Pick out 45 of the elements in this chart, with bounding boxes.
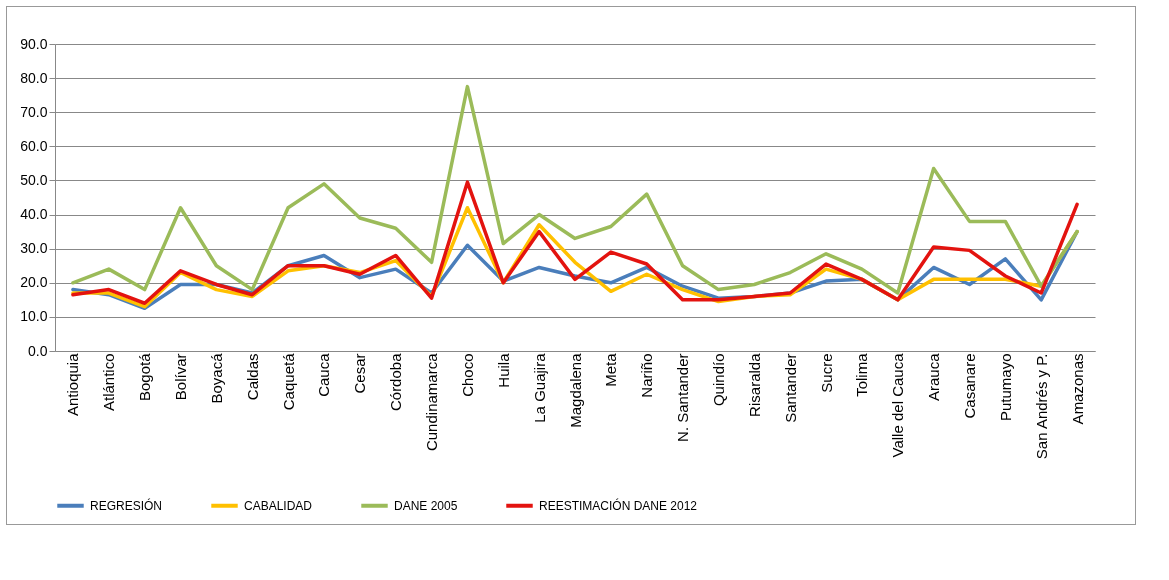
x-tick-label: Sucre: [817, 353, 835, 393]
x-tick-label: Amazonas: [1068, 353, 1086, 425]
x-tick-label: Risaralda: [745, 352, 763, 417]
x-tick-label: Cauca: [315, 352, 333, 397]
x-tick-label: Casanare: [960, 353, 978, 419]
x-tick-label: Meta: [602, 352, 620, 387]
y-tick-label: 30.0: [20, 240, 48, 257]
x-tick-label: Arauca: [925, 352, 943, 402]
x-tick-label: Atlántico: [100, 353, 118, 412]
legend-label: DANE 2005: [394, 498, 458, 513]
y-tick-label: 90.0: [20, 35, 48, 52]
legend-label: REESTIMACIÓN DANE 2012: [539, 497, 698, 513]
x-tick-label: Choco: [458, 353, 476, 397]
x-tick-label: Nariño: [638, 353, 656, 398]
x-tick-label: Huila: [494, 352, 512, 388]
x-tick-label: Antioquia: [64, 352, 82, 417]
legend-label: CABALIDAD: [244, 498, 313, 513]
x-tick-label: Bogotá: [136, 352, 154, 402]
y-tick-label: 10.0: [20, 308, 48, 325]
x-tick-label: San Andrés y P.: [1032, 353, 1050, 460]
y-tick-label: 50.0: [20, 171, 48, 188]
line-series: [71, 84, 1079, 295]
x-tick-label: N. Santander: [674, 353, 692, 442]
y-tick-label: 20.0: [20, 274, 48, 291]
x-tick-label: Caquetá: [279, 352, 297, 411]
line-series: [71, 180, 1079, 305]
x-tick-label: Valle del Cauca: [889, 352, 907, 458]
x-tick-label: Santander: [781, 353, 799, 423]
legend-label: REGRESIÓN: [90, 497, 163, 513]
x-tick-label: Boyacá: [207, 352, 225, 404]
y-tick-label: 40.0: [20, 206, 48, 223]
x-tick-label: Putumayo: [996, 353, 1014, 422]
x-tick-label: Cesar: [351, 353, 369, 394]
x-tick-label: Bolívar: [172, 353, 190, 401]
x-tick-label: Córdoba: [387, 352, 405, 412]
x-tick-label: La Guajira: [530, 352, 548, 423]
x-tick-label: Magdalena: [566, 352, 584, 428]
y-tick-label: 0.0: [28, 342, 48, 359]
y-tick-label: 80.0: [20, 69, 48, 86]
x-tick-label: Caldas: [243, 353, 261, 401]
x-tick-label: Quindío: [709, 353, 727, 407]
y-tick-label: 60.0: [20, 137, 48, 154]
x-tick-label: Tolima: [853, 352, 871, 397]
y-tick-label: 70.0: [20, 103, 48, 120]
x-tick-label: Cundinamarca: [423, 352, 441, 452]
